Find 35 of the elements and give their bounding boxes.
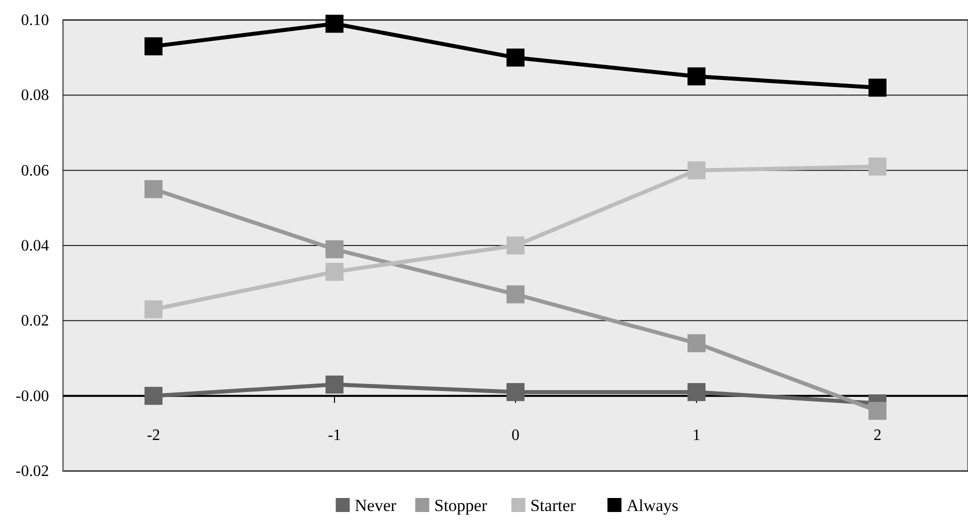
- point: [326, 14, 344, 33]
- legend-label: Stopper: [434, 496, 488, 515]
- point: [868, 78, 886, 97]
- point: [688, 383, 706, 402]
- point: [326, 262, 344, 281]
- point: [688, 334, 706, 352]
- y-tick-label: 0.06: [21, 162, 49, 180]
- point: [506, 48, 524, 67]
- x-tick-label: 0: [512, 426, 520, 444]
- point: [506, 285, 524, 304]
- point: [144, 180, 162, 198]
- point: [326, 240, 344, 258]
- x-tick-label: -2: [146, 426, 160, 444]
- legend-label: Never: [354, 496, 397, 515]
- point: [144, 300, 162, 318]
- x-tick-label: -1: [328, 426, 342, 444]
- point: [868, 402, 886, 420]
- y-tick-label: 0.04: [21, 238, 49, 254]
- legend-label: Starter: [530, 496, 576, 515]
- y-tick-label: 0.08: [21, 87, 49, 104]
- point: [688, 67, 706, 86]
- y-tick-label: 0.10: [21, 12, 49, 29]
- point: [868, 158, 886, 176]
- point: [144, 386, 162, 405]
- y-tick-label: 0.02: [21, 312, 49, 330]
- x-tick-label: 1: [692, 426, 700, 444]
- point: [144, 37, 162, 56]
- legend-label: Always: [626, 496, 678, 515]
- x-tick-label: 2: [874, 426, 882, 444]
- point: [506, 383, 524, 402]
- y-tick-label: -0.02: [16, 463, 49, 480]
- point: [506, 236, 524, 254]
- point: [688, 161, 706, 180]
- point: [326, 376, 344, 394]
- y-tick-label: -0.00: [16, 388, 49, 405]
